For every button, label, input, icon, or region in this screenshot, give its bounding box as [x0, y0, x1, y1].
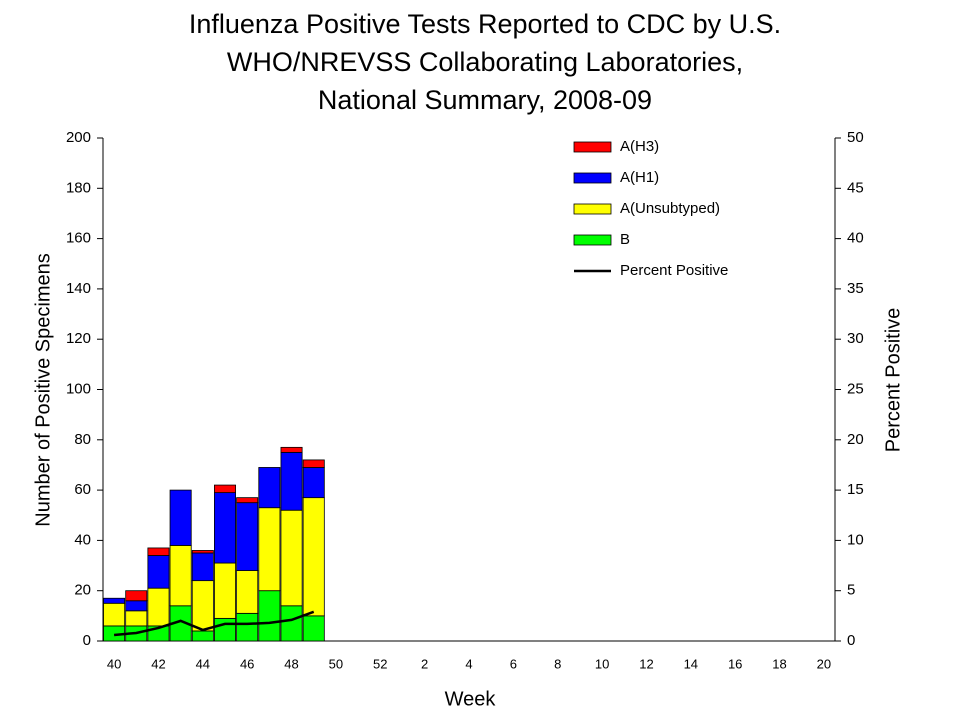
- bar-segment: [214, 484, 236, 494]
- bar-segment: [258, 590, 281, 642]
- x-tick-label: 8: [554, 656, 561, 671]
- y2-tick-label: 10: [847, 531, 864, 548]
- x-tick-label: 12: [639, 656, 653, 671]
- y-tick-label: 40: [74, 531, 91, 548]
- x-tick-label: 2: [421, 656, 428, 671]
- y2-axis-title: Percent Positive: [882, 308, 904, 453]
- bar-segment: [125, 590, 148, 602]
- y-tick-label: 160: [66, 230, 91, 247]
- bar-segment: [214, 617, 236, 642]
- y2-tick-label: 45: [847, 179, 864, 196]
- legend-label: Percent Positive: [620, 262, 728, 279]
- bar-segment: [302, 497, 325, 617]
- bar-segment: [147, 547, 170, 556]
- y-tick-label: 200: [66, 129, 91, 146]
- y2-tick-label: 30: [847, 330, 864, 347]
- line-series: [113, 610, 315, 637]
- y-tick-label: 60: [74, 481, 91, 498]
- x-tick-label: 42: [151, 656, 165, 671]
- bar-segment: [236, 570, 259, 614]
- bar-segment: [302, 615, 325, 642]
- x-tick-label: 4: [465, 656, 472, 671]
- bar-segment: [103, 597, 126, 604]
- x-tick-label: 16: [728, 656, 742, 671]
- y-tick-label: 120: [66, 330, 91, 347]
- legend-label: A(Unsubtyped): [620, 200, 720, 217]
- x-tick-label: 10: [595, 656, 609, 671]
- bar-segment: [280, 605, 303, 642]
- y2-tick-label: 0: [847, 632, 855, 649]
- legend-swatch: [573, 234, 612, 246]
- y-tick-label: 0: [83, 632, 91, 649]
- y2-tick-label: 50: [847, 129, 864, 146]
- bar-segment: [236, 497, 259, 504]
- bar-segment: [302, 459, 325, 468]
- y2-tick-label: 35: [847, 280, 864, 297]
- bar-segment: [258, 467, 281, 509]
- bar-segment: [169, 489, 192, 546]
- bar-segment: [191, 580, 214, 632]
- bar-segment: [214, 492, 236, 564]
- chart-title: Influenza Positive Tests Reported to CDC…: [189, 9, 781, 39]
- bar-segment: [302, 467, 325, 499]
- x-tick-label: 18: [772, 656, 786, 671]
- legend-swatch: [573, 203, 612, 215]
- x-tick-label: 50: [329, 656, 343, 671]
- bar-segment: [147, 587, 170, 627]
- bar-segment: [125, 610, 148, 627]
- bar-segment: [236, 502, 259, 571]
- bar-segment: [125, 600, 148, 612]
- bar-segment: [191, 552, 214, 582]
- legend-swatch: [573, 172, 612, 184]
- bar-segment: [103, 602, 126, 627]
- y2-tick-label: 15: [847, 481, 864, 498]
- y-axis-title: Number of Positive Specimens: [32, 253, 54, 526]
- y2-tick-label: 5: [847, 582, 855, 599]
- x-axis-title: Week: [445, 688, 497, 710]
- legend-swatch: [573, 141, 612, 153]
- legend-label: A(H3): [620, 138, 659, 155]
- y2-tick-label: 40: [847, 230, 864, 247]
- x-tick-label: 46: [240, 656, 254, 671]
- x-tick-label: 48: [284, 656, 298, 671]
- legend-label: A(H1): [620, 169, 659, 186]
- y2-tick-label: 25: [847, 380, 864, 397]
- y2-tick-label: 20: [847, 431, 864, 448]
- bar-segment: [236, 612, 259, 642]
- bar-segment: [280, 446, 303, 453]
- bar-segment: [280, 509, 303, 607]
- legend-label: B: [620, 231, 630, 248]
- x-tick-label: 40: [107, 656, 121, 671]
- y-tick-label: 100: [66, 380, 91, 397]
- bar-segment: [280, 451, 303, 511]
- y-tick-label: 20: [74, 582, 91, 599]
- x-tick-label: 52: [373, 656, 387, 671]
- chart-title: WHO/NREVSS Collaborating Laboratories,: [227, 47, 743, 77]
- chart-title: National Summary, 2008-09: [318, 85, 652, 115]
- bar-segment: [258, 507, 281, 592]
- bar-segment: [191, 630, 214, 642]
- y-tick-label: 80: [74, 431, 91, 448]
- x-tick-label: 44: [196, 656, 210, 671]
- y-tick-label: 180: [66, 179, 91, 196]
- bar-segment: [169, 545, 192, 607]
- bar-segment: [147, 555, 170, 589]
- bar-segment: [214, 562, 236, 619]
- y-tick-label: 140: [66, 280, 91, 297]
- x-tick-label: 20: [817, 656, 831, 671]
- x-tick-label: 14: [684, 656, 698, 671]
- bar-segment: [191, 550, 214, 554]
- x-tick-label: 6: [510, 656, 517, 671]
